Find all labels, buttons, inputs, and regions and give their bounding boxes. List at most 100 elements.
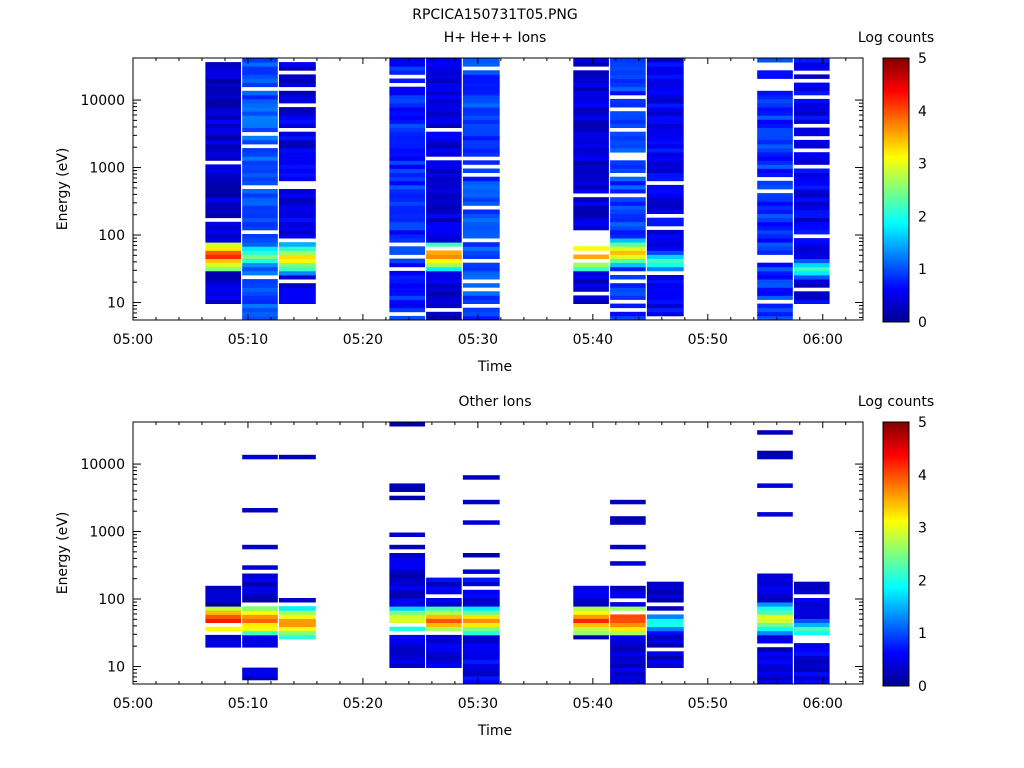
heatmap-cell (205, 634, 241, 640)
heatmap-cell (426, 78, 462, 83)
heatmap-cell (279, 62, 316, 67)
heatmap-cell (279, 626, 316, 632)
heatmap-cell (794, 266, 830, 272)
heatmap-cell (242, 303, 278, 309)
heatmap-cell (646, 246, 684, 251)
heatmap-cell (426, 258, 462, 264)
heatmap-cell (646, 197, 684, 202)
y-tick-label: 10 (107, 659, 125, 675)
heatmap-cell (205, 614, 241, 619)
heatmap-cell (757, 430, 793, 435)
heatmap-cell (426, 189, 462, 194)
heatmap-cell (573, 598, 609, 603)
heatmap-cell (757, 663, 793, 668)
heatmap-cell (462, 78, 500, 83)
heatmap-cell (757, 131, 793, 137)
heatmap-cell (573, 58, 609, 63)
heatmap-cell (279, 242, 316, 247)
heatmap-cell (573, 589, 609, 595)
heatmap-cell (757, 250, 793, 255)
heatmap-cell (610, 78, 646, 83)
heatmap-cell (462, 193, 500, 198)
x-tick-label: 05:40 (573, 696, 613, 712)
heatmap-cell (573, 225, 609, 231)
heatmap-cell (279, 139, 316, 145)
heatmap-cell (389, 598, 425, 603)
heatmap-cell (794, 295, 830, 300)
heatmap-cell (389, 180, 425, 186)
heatmap-cell (279, 94, 316, 100)
heatmap-cell (462, 201, 500, 206)
heatmap-cell (279, 213, 316, 219)
heatmap-cell (646, 307, 684, 313)
heatmap-cell (610, 602, 646, 607)
heatmap-cell (279, 156, 316, 161)
heatmap-cell (389, 287, 425, 292)
heatmap-cell (205, 626, 241, 632)
heatmap-cell (462, 82, 500, 88)
heatmap-cell (757, 152, 793, 157)
heatmap-cell (757, 315, 793, 321)
heatmap-cell (205, 221, 241, 227)
heatmap-cell (757, 275, 793, 280)
heatmap-cell (646, 262, 684, 268)
heatmap-cell (389, 176, 425, 182)
heatmap-cell (462, 659, 500, 664)
heatmap-cell (573, 213, 609, 219)
heatmap-cell (426, 86, 462, 92)
heatmap-cell (389, 131, 425, 137)
heatmap-cell (646, 581, 684, 587)
heatmap-cell (279, 606, 316, 611)
heatmap-cell (610, 275, 646, 280)
heatmap-cell (794, 242, 830, 247)
heatmap-cell (757, 139, 793, 145)
heatmap-cell (646, 250, 684, 255)
heatmap-cell (205, 82, 241, 88)
heatmap-cell (757, 573, 793, 578)
heatmap-cell (610, 205, 646, 210)
heatmap-cell (205, 193, 241, 198)
heatmap-cell (279, 123, 316, 128)
heatmap-cell (794, 82, 830, 88)
heatmap-cell (279, 189, 316, 194)
heatmap-cell (794, 659, 830, 664)
heatmap-cell (279, 78, 316, 83)
heatmap-cell (242, 250, 278, 255)
heatmap-cell (610, 679, 646, 685)
heatmap-cell (573, 127, 609, 133)
heatmap-cell (757, 679, 793, 685)
heatmap-cell (205, 78, 241, 83)
heatmap-cell (573, 164, 609, 169)
heatmap-cell (242, 315, 278, 321)
heatmap-cell (426, 90, 462, 96)
heatmap-cell (426, 254, 462, 259)
heatmap-cell (646, 618, 684, 623)
heatmap-cell (242, 234, 278, 239)
heatmap-cell (242, 201, 278, 206)
colorbar-tick-label: 0 (918, 679, 927, 695)
heatmap-cell (610, 283, 646, 288)
heatmap-cell (205, 131, 241, 137)
heatmap-cell (426, 585, 462, 591)
heatmap-cell (757, 197, 793, 202)
heatmap-cell (573, 197, 609, 202)
heatmap-cell (757, 193, 793, 198)
heatmap-cell (610, 90, 646, 96)
heatmap-cell (205, 148, 241, 153)
heatmap-cell (205, 299, 241, 304)
heatmap-cell (389, 119, 425, 124)
y-tick-label: 10 (107, 295, 125, 311)
heatmap-cell (242, 287, 278, 292)
heatmap-cell (573, 270, 609, 276)
heatmap-cell (279, 144, 316, 149)
heatmap-cell (462, 107, 500, 112)
heatmap-cell (205, 86, 241, 92)
heatmap-cell (646, 78, 684, 83)
heatmap-cell (462, 622, 500, 628)
heatmap-cell (426, 622, 462, 628)
heatmap-cell (279, 201, 316, 206)
heatmap-cell (205, 164, 241, 169)
heatmap-cell (389, 663, 425, 668)
heatmap-cell (389, 70, 425, 75)
heatmap-cell (389, 295, 425, 300)
